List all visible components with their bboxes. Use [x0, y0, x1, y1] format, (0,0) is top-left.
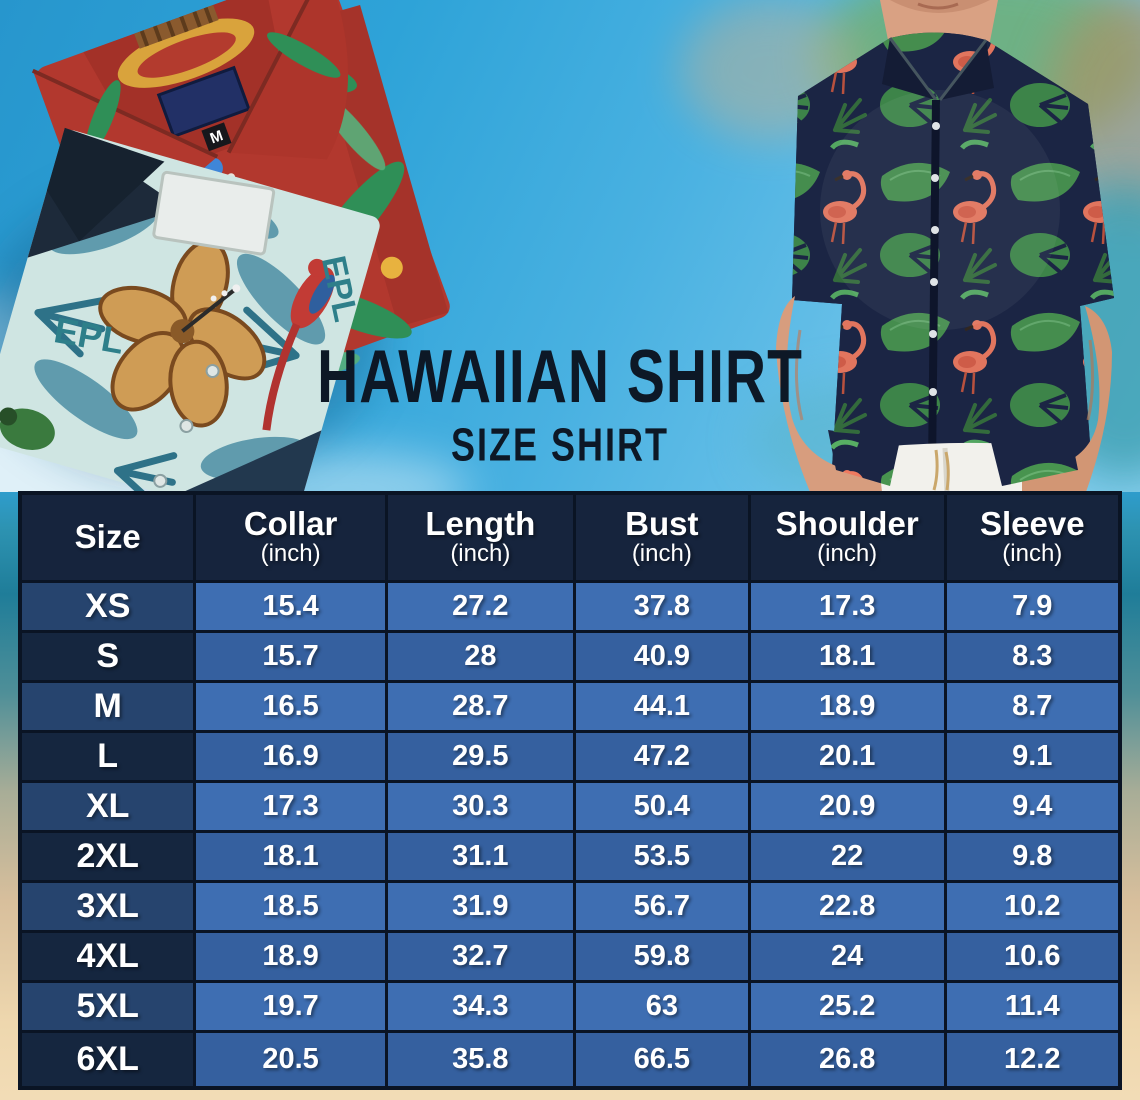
measurement-value: 24: [747, 929, 947, 983]
size-label: S: [18, 629, 197, 683]
column-header-shoulder: Shoulder (inch): [747, 491, 947, 583]
measurement-value: 9.1: [943, 729, 1122, 783]
size-row-s: S 15.7 28 40.9 18.1 8.3: [18, 629, 1122, 683]
hero-photo: M: [0, 0, 1140, 492]
measurement-value: 56.7: [572, 879, 751, 933]
measurement-value: 26.8: [747, 1029, 947, 1090]
measurement-value: 22.8: [747, 879, 947, 933]
model-man: [776, 0, 1114, 492]
measurement-value: 20.9: [747, 779, 947, 833]
size-label: 6XL: [18, 1029, 197, 1090]
size-label: 3XL: [18, 879, 197, 933]
size-row-6xl: 6XL 20.5 35.8 66.5 26.8 12.2: [18, 1029, 1122, 1090]
size-row-3xl: 3XL 18.5 31.9 56.7 22.8 10.2: [18, 879, 1122, 933]
size-row-l: L 16.9 29.5 47.2 20.1 9.1: [18, 729, 1122, 783]
column-header-bust: Bust (inch): [572, 491, 751, 583]
column-header-length: Length (inch): [384, 491, 576, 583]
measurement-value: 30.3: [384, 779, 576, 833]
folded-shirts: M: [0, 0, 450, 492]
size-row-2xl: 2XL 18.1 31.1 53.5 22 9.8: [18, 829, 1122, 883]
measurement-value: 32.7: [384, 929, 576, 983]
measurement-value: 15.4: [193, 579, 388, 633]
size-label: 2XL: [18, 829, 197, 883]
column-header-sleeve: Sleeve (inch): [943, 491, 1122, 583]
column-header-collar: Collar (inch): [193, 491, 388, 583]
shirt-hem-flaps: [828, 430, 1078, 486]
measurement-value: 15.7: [193, 629, 388, 683]
hero-illustration: M: [0, 0, 1140, 492]
size-row-xl: XL 17.3 30.3 50.4 20.9 9.4: [18, 779, 1122, 833]
size-label: 5XL: [18, 979, 197, 1033]
measurement-value: 31.1: [384, 829, 576, 883]
size-table-head-row: Size Collar (inch) Length (inch) Bust (inch) Sh…: [18, 491, 1122, 583]
measurement-value: 7.9: [943, 579, 1122, 633]
measurement-value: 17.3: [193, 779, 388, 833]
measurement-value: 34.3: [384, 979, 576, 1033]
measurement-value: 35.8: [384, 1029, 576, 1090]
measurement-value: 19.7: [193, 979, 388, 1033]
measurement-value: 11.4: [943, 979, 1122, 1033]
size-tag: [201, 122, 232, 152]
measurement-value: 29.5: [384, 729, 576, 783]
measurement-value: 20.1: [747, 729, 947, 783]
measurement-value: 17.3: [747, 579, 947, 633]
measurement-value: 25.2: [747, 979, 947, 1033]
measurement-value: 53.5: [572, 829, 751, 883]
measurement-value: 18.5: [193, 879, 388, 933]
teal-folded-shirt: EPL EPL: [0, 127, 380, 492]
measurement-value: 9.4: [943, 779, 1122, 833]
measurement-value: 27.2: [384, 579, 576, 633]
size-label: XL: [18, 779, 197, 833]
measurement-value: 8.7: [943, 679, 1122, 733]
measurement-value: 66.5: [572, 1029, 751, 1090]
shirt-buttons: [929, 122, 940, 396]
measurement-value: 16.5: [193, 679, 388, 733]
size-chart: Size Collar (inch) Length (inch) Bust (inch) Sh…: [18, 491, 1122, 1090]
measurement-value: 10.6: [943, 929, 1122, 983]
measurement-value: 44.1: [572, 679, 751, 733]
measurement-value: 10.2: [943, 879, 1122, 933]
measurement-value: 59.8: [572, 929, 751, 983]
teal-shirt-buttons: [153, 364, 220, 488]
size-row-m: M 16.5 28.7 44.1 18.9 8.7: [18, 679, 1122, 733]
measurement-value: 20.5: [193, 1029, 388, 1090]
size-row-4xl: 4XL 18.9 32.7 59.8 24 10.6: [18, 929, 1122, 983]
measurement-value: 18.1: [193, 829, 388, 883]
measurement-value: 12.2: [943, 1029, 1122, 1090]
parrot: [262, 258, 335, 431]
size-table: Size Collar (inch) Length (inch) Bust (inch) Sh…: [18, 491, 1122, 1090]
size-label: M: [18, 679, 197, 733]
measurement-value: 63: [572, 979, 751, 1033]
measurement-value: 31.9: [384, 879, 576, 933]
size-table-body: XS 15.4 27.2 37.8 17.3 7.9 S 15.7 28 40.9 18.1 8.3 M…: [18, 579, 1122, 1090]
model-arms: [776, 296, 1112, 492]
red-shirt-collar-area: M: [31, 0, 348, 217]
measurement-value: 9.8: [943, 829, 1122, 883]
size-label: 4XL: [18, 929, 197, 983]
measurement-value: 28.7: [384, 679, 576, 733]
chest-pocket: [152, 170, 276, 256]
size-label: XS: [18, 579, 197, 633]
column-header-size: Size: [18, 491, 197, 583]
measurement-value: 18.9: [193, 929, 388, 983]
size-row-5xl: 5XL 19.7 34.3 63 25.2 11.4: [18, 979, 1122, 1033]
measurement-value: 37.8: [572, 579, 751, 633]
measurement-value: 47.2: [572, 729, 751, 783]
measurement-value: 16.9: [193, 729, 388, 783]
measurement-value: 18.1: [747, 629, 947, 683]
measurement-value: 8.3: [943, 629, 1122, 683]
size-tag-text: M: [208, 127, 226, 147]
drawstring: [932, 449, 950, 491]
measurement-value: 40.9: [572, 629, 751, 683]
measurement-value: 28: [384, 629, 576, 683]
size-row-xs: XS 15.4 27.2 37.8 17.3 7.9: [18, 579, 1122, 633]
brand-label: [156, 65, 251, 139]
measurement-value: 50.4: [572, 779, 751, 833]
measurement-value: 22: [747, 829, 947, 883]
model-hawaiian-shirt: [792, 32, 1114, 486]
size-label: L: [18, 729, 197, 783]
measurement-value: 18.9: [747, 679, 947, 733]
